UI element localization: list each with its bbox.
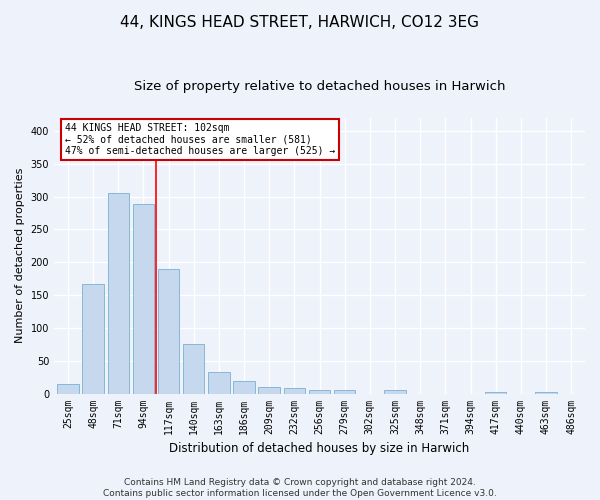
Title: Size of property relative to detached houses in Harwich: Size of property relative to detached ho… bbox=[134, 80, 505, 93]
Bar bbox=[233, 381, 255, 394]
Bar bbox=[57, 384, 79, 394]
Y-axis label: Number of detached properties: Number of detached properties bbox=[15, 168, 25, 344]
Bar bbox=[208, 372, 230, 394]
Bar bbox=[82, 284, 104, 394]
Bar bbox=[334, 390, 355, 394]
Text: 44 KINGS HEAD STREET: 102sqm
← 52% of detached houses are smaller (581)
47% of s: 44 KINGS HEAD STREET: 102sqm ← 52% of de… bbox=[65, 124, 335, 156]
Bar bbox=[535, 392, 557, 394]
Bar bbox=[259, 387, 280, 394]
Bar bbox=[158, 269, 179, 394]
Bar bbox=[385, 390, 406, 394]
Bar bbox=[309, 390, 330, 394]
Bar bbox=[485, 392, 506, 394]
Text: 44, KINGS HEAD STREET, HARWICH, CO12 3EG: 44, KINGS HEAD STREET, HARWICH, CO12 3EG bbox=[121, 15, 479, 30]
Bar bbox=[133, 204, 154, 394]
Bar bbox=[107, 194, 129, 394]
Bar bbox=[183, 344, 205, 394]
Text: Contains HM Land Registry data © Crown copyright and database right 2024.
Contai: Contains HM Land Registry data © Crown c… bbox=[103, 478, 497, 498]
Bar bbox=[284, 388, 305, 394]
X-axis label: Distribution of detached houses by size in Harwich: Distribution of detached houses by size … bbox=[169, 442, 470, 455]
